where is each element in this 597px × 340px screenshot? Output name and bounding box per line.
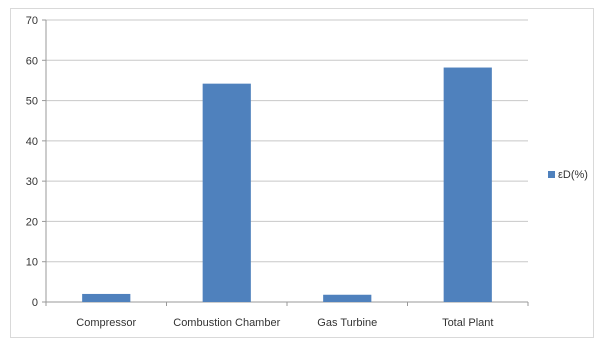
y-tick-label: 30 [26, 176, 38, 188]
y-tick-label: 0 [32, 297, 38, 309]
y-tick-label: 70 [26, 15, 38, 27]
x-category-label: Total Plant [442, 317, 493, 329]
x-category-label: Combustion Chamber [173, 317, 280, 329]
bar [82, 293, 131, 302]
y-tick-label: 20 [26, 216, 38, 228]
x-axis: Compressor Combustion Chamber Gas Turbine T… [45, 301, 529, 329]
bar [323, 294, 372, 302]
y-tick-label: 50 [26, 96, 38, 108]
legend: εD(%) [548, 169, 588, 181]
y-tick-label: 40 [26, 136, 38, 148]
chart-frame [10, 8, 594, 338]
y-axis: 0 10 20 30 40 50 60 70 [26, 15, 47, 309]
bars [82, 67, 492, 302]
y-tick-label: 60 [26, 55, 38, 67]
y-tick-label: 10 [26, 257, 38, 269]
legend-swatch [548, 171, 555, 178]
bar [202, 83, 251, 302]
legend-label: εD(%) [558, 169, 588, 181]
x-category-label: Gas Turbine [317, 317, 377, 329]
bar [443, 67, 492, 302]
x-category-label: Compressor [76, 317, 136, 329]
